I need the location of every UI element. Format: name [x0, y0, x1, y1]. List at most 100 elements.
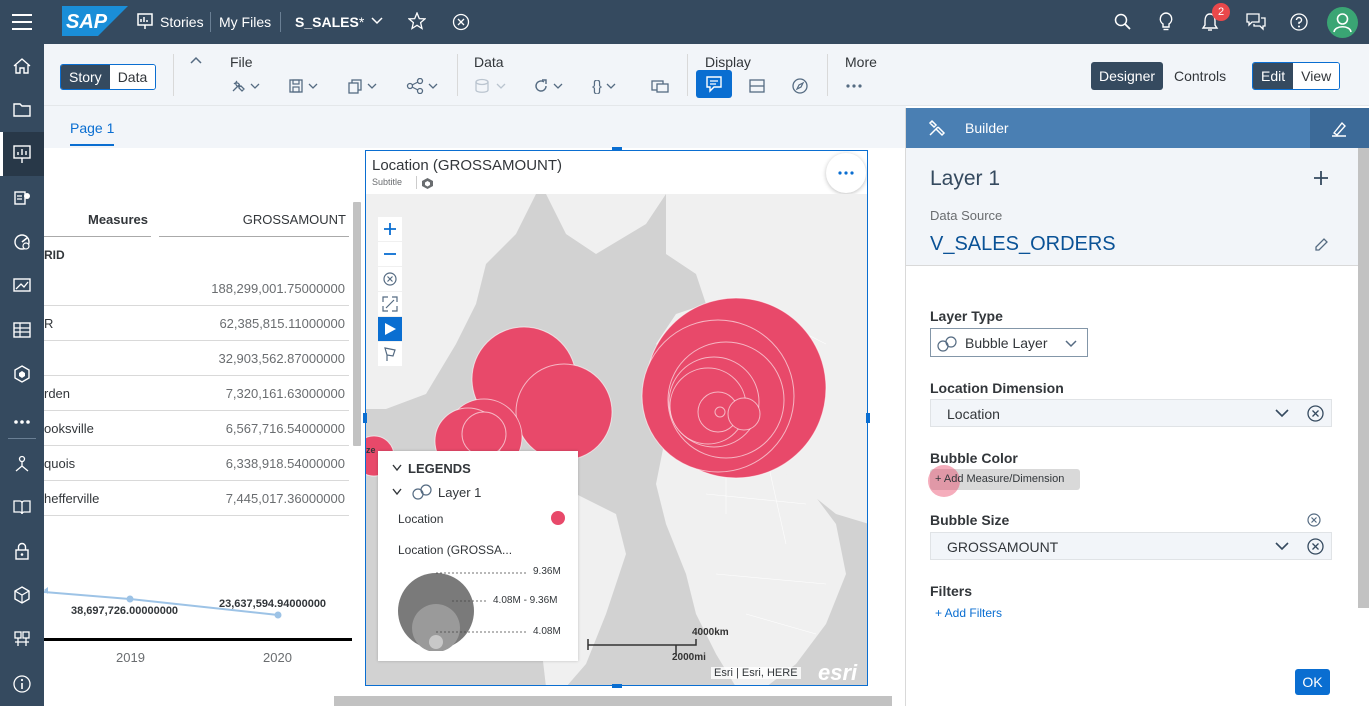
- styling-tab[interactable]: [1310, 108, 1369, 148]
- resize-handle[interactable]: [612, 684, 622, 688]
- tools-menu[interactable]: [230, 74, 260, 98]
- ok-button[interactable]: OK: [1295, 669, 1330, 695]
- line-chart-widget[interactable]: 38,697,726.00000000 23,637,594.94000000 …: [44, 578, 354, 668]
- canvas-horizontal-scrollbar[interactable]: [334, 696, 892, 706]
- table-row[interactable]: 188,299,001.75000000: [44, 271, 349, 306]
- search-icon[interactable]: [1114, 13, 1132, 31]
- legend-title: LEGENDS: [408, 461, 471, 476]
- table-row[interactable]: R 62,385,815.11000000: [44, 306, 349, 341]
- layout-icon: [749, 79, 765, 93]
- chevron-down-icon: [1275, 409, 1289, 418]
- controls-button[interactable]: Controls: [1174, 68, 1227, 84]
- resize-handle[interactable]: [866, 413, 870, 423]
- data-analyzer-icon[interactable]: [12, 276, 32, 296]
- performance-button[interactable]: [792, 74, 808, 98]
- line-chart-svg: [44, 587, 352, 641]
- zoom-out-button[interactable]: [378, 242, 402, 266]
- home-icon[interactable]: [12, 56, 32, 76]
- stories-link[interactable]: Stories: [160, 14, 204, 30]
- table-row[interactable]: ooksville 6,567,716.54000000: [44, 411, 349, 446]
- copy-menu[interactable]: [347, 74, 377, 98]
- scale-km: 4000km: [692, 627, 729, 638]
- story-tab[interactable]: Story: [61, 65, 110, 89]
- builder-scrollbar[interactable]: [1358, 148, 1369, 608]
- resize-handle[interactable]: [612, 147, 622, 151]
- stories-nav-icon[interactable]: [12, 144, 32, 164]
- table-row[interactable]: rden 7,320,161.63000000: [44, 376, 349, 411]
- connections-icon[interactable]: [12, 454, 32, 474]
- zoom-in-button[interactable]: [378, 217, 402, 241]
- geo-map-widget[interactable]: Location (GROSSAMOUNT) Subtitle: [365, 150, 868, 686]
- table-row[interactable]: 32,903,562.87000000: [44, 341, 349, 376]
- layer-type-label: Layer Type: [930, 308, 1003, 324]
- row-value: 32,903,562.87000000: [218, 351, 345, 366]
- file-title[interactable]: S_SALES*: [295, 14, 364, 30]
- widget-more-button[interactable]: [826, 153, 866, 193]
- view-tab[interactable]: View: [1293, 63, 1340, 89]
- full-extent-button[interactable]: [378, 292, 402, 316]
- add-measure-dimension-button[interactable]: + Add Measure/Dimension: [928, 465, 1080, 497]
- formula-menu[interactable]: {}: [592, 74, 616, 98]
- table-row[interactable]: hefferville 7,445,017.36000000: [44, 481, 349, 516]
- bubble: [714, 406, 726, 418]
- save-menu[interactable]: [288, 74, 318, 98]
- location-dimension-field[interactable]: Location: [930, 399, 1332, 427]
- collapse-toolbar-icon[interactable]: [190, 56, 202, 64]
- legend-layer-name: Layer 1: [438, 485, 482, 500]
- data-source-value: V_SALES_ORDERS: [930, 233, 1116, 255]
- my-files-link[interactable]: My Files: [219, 14, 272, 30]
- bubble-size-field[interactable]: GROSSAMOUNT: [930, 532, 1332, 560]
- refresh-menu[interactable]: [533, 74, 563, 98]
- close-circle-icon[interactable]: [452, 13, 470, 31]
- display-section-label: Display: [705, 54, 751, 70]
- shell-bar: SAP Stories My Files S_SALES* 2: [0, 0, 1369, 44]
- designer-button[interactable]: Designer: [1091, 62, 1163, 90]
- sap-logo[interactable]: SAP: [62, 6, 128, 36]
- chat-icon[interactable]: [1246, 13, 1266, 31]
- avatar[interactable]: [1327, 7, 1358, 38]
- basemap[interactable]: [366, 194, 867, 685]
- table-widget[interactable]: Measures GROSSAMOUNT RID 188,299,001.750…: [44, 202, 350, 572]
- models-cube-icon[interactable]: [12, 364, 32, 384]
- datasets-icon[interactable]: [12, 320, 32, 340]
- map-legend[interactable]: LEGENDS Layer 1 Location Location (GROSS…: [378, 451, 578, 661]
- menu-icon[interactable]: [12, 13, 32, 31]
- reset-filter-button[interactable]: [378, 267, 402, 291]
- layer-type-select[interactable]: Bubble Layer: [930, 328, 1088, 357]
- chevron-down-icon[interactable]: [371, 17, 383, 25]
- builder-panel: Builder Layer 1 Data Source V_SALES_ORDE…: [905, 108, 1369, 706]
- row-label: rden: [44, 386, 71, 401]
- table-row[interactable]: quois 6,338,918.54000000: [44, 446, 349, 481]
- more-nav-icon[interactable]: [12, 412, 32, 432]
- files-folder-icon[interactable]: [12, 100, 32, 120]
- more-button[interactable]: [846, 74, 862, 98]
- data-tab[interactable]: Data: [109, 65, 156, 89]
- brush-icon: [1332, 121, 1346, 137]
- favorite-star-icon[interactable]: [408, 12, 426, 30]
- help-icon[interactable]: [1290, 13, 1308, 31]
- share-menu[interactable]: [406, 74, 438, 98]
- lasso-select-button[interactable]: [378, 342, 402, 366]
- bubble: [727, 397, 761, 431]
- add-filters-link[interactable]: + Add Filters: [935, 606, 1003, 620]
- legend-size-title: Location (GROSSA...: [398, 543, 513, 557]
- info-icon[interactable]: [12, 674, 32, 694]
- digital-boardroom-icon[interactable]: [12, 232, 32, 252]
- comment-button[interactable]: [696, 70, 732, 98]
- transport-icon[interactable]: [12, 585, 32, 605]
- analytic-app-icon[interactable]: [12, 188, 32, 208]
- reset-icon[interactable]: [1306, 512, 1322, 528]
- lightbulb-icon[interactable]: [1158, 12, 1174, 32]
- layout-button[interactable]: [749, 74, 765, 98]
- linked-analysis-button[interactable]: [651, 74, 669, 98]
- resize-handle[interactable]: [363, 413, 367, 423]
- system-icon[interactable]: [12, 629, 32, 649]
- add-measure-label: + Add Measure/Dimension: [935, 473, 1065, 485]
- tab-page-1[interactable]: Page 1: [70, 120, 115, 136]
- overflow-dots-icon: [846, 84, 862, 88]
- security-lock-icon[interactable]: [12, 541, 32, 561]
- table-scrollbar[interactable]: [353, 202, 361, 446]
- edit-tab[interactable]: Edit: [1253, 63, 1294, 89]
- catalog-book-icon[interactable]: [12, 497, 32, 517]
- pointer-select-button[interactable]: [378, 317, 402, 341]
